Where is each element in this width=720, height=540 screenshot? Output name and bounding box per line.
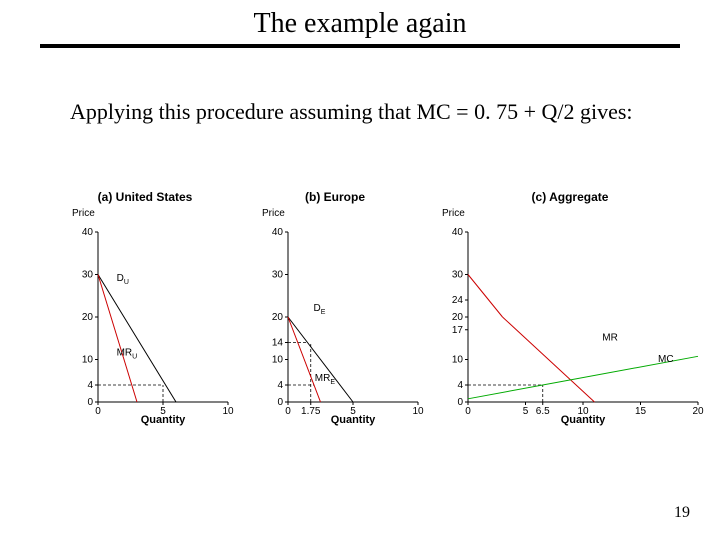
svg-text:30: 30	[452, 270, 464, 281]
svg-text:40: 40	[452, 227, 464, 238]
svg-text:DE: DE	[314, 303, 326, 316]
svg-text:40: 40	[82, 227, 94, 238]
charts-container: (a) United States Price 04102030400510DU…	[70, 190, 700, 450]
panel-eu-plot: 04101420304001.75510DEMRE	[288, 232, 418, 402]
slide-title: The example again	[0, 0, 720, 40]
panel-us-plot: 04102030400510DUMRU	[98, 232, 228, 402]
svg-text:4: 4	[277, 380, 283, 391]
svg-text:0: 0	[457, 397, 463, 408]
svg-text:MRU: MRU	[117, 347, 138, 360]
panel-agg-plot: 04101720243040056.5101520MRMC	[468, 232, 698, 402]
panel-us: (a) United States Price 04102030400510DU…	[70, 190, 220, 376]
svg-text:40: 40	[272, 227, 284, 238]
panel-agg-ylabel: Price	[442, 208, 465, 219]
panel-us-ylabel: Price	[72, 208, 95, 219]
svg-text:MC: MC	[658, 354, 674, 365]
svg-text:30: 30	[272, 270, 284, 281]
panel-eu: (b) Europe Price 04101420304001.75510DEM…	[260, 190, 410, 376]
svg-text:4: 4	[87, 380, 93, 391]
svg-text:20: 20	[272, 312, 284, 323]
panel-eu-xlabel: Quantity	[288, 414, 418, 426]
body-text: Applying this procedure assuming that MC…	[70, 98, 650, 126]
svg-text:10: 10	[82, 355, 94, 366]
panel-eu-title: (b) Europe	[260, 190, 410, 204]
panel-agg: (c) Aggregate Price 04101720243040056.51…	[440, 190, 700, 376]
page-number: 19	[674, 504, 690, 522]
panel-us-title: (a) United States	[70, 190, 220, 204]
svg-text:4: 4	[457, 380, 463, 391]
slide: The example again Applying this procedur…	[0, 0, 720, 540]
panel-us-xlabel: Quantity	[98, 414, 228, 426]
svg-text:0: 0	[87, 397, 93, 408]
svg-text:0: 0	[277, 397, 283, 408]
panel-agg-xlabel: Quantity	[468, 414, 698, 426]
svg-text:DU: DU	[117, 273, 129, 286]
svg-text:17: 17	[452, 325, 464, 336]
svg-text:MR: MR	[602, 333, 618, 344]
panel-eu-ylabel: Price	[262, 208, 285, 219]
title-rule	[40, 44, 680, 48]
svg-text:24: 24	[452, 295, 464, 306]
svg-text:20: 20	[452, 312, 464, 323]
svg-text:14: 14	[272, 338, 284, 349]
svg-text:10: 10	[272, 355, 284, 366]
svg-text:30: 30	[82, 270, 94, 281]
svg-text:20: 20	[82, 312, 94, 323]
panel-us-svg: 04102030400510DUMRU	[98, 232, 228, 402]
panel-eu-svg: 04101420304001.75510DEMRE	[288, 232, 418, 402]
panel-agg-title: (c) Aggregate	[440, 190, 700, 204]
panel-agg-svg: 04101720243040056.5101520MRMC	[468, 232, 698, 402]
svg-text:10: 10	[452, 355, 464, 366]
